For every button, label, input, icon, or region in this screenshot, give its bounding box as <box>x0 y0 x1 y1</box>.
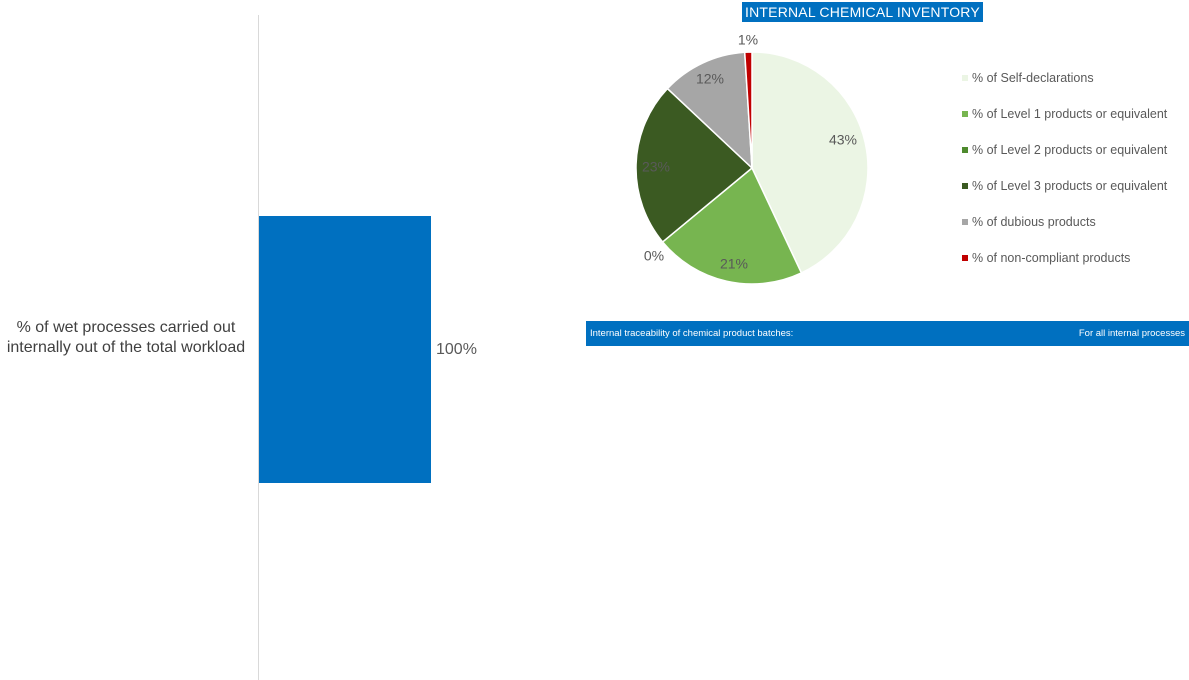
bar-chart-axis <box>258 15 259 680</box>
legend-swatch <box>962 147 968 153</box>
pie-chart-title: INTERNAL CHEMICAL INVENTORY <box>742 2 983 22</box>
pie-slice <box>751 51 869 274</box>
legend-swatch <box>962 219 968 225</box>
pie-slice-label: 21% <box>720 256 748 272</box>
pie-slice <box>661 166 803 285</box>
pie-slice-label: 1% <box>738 32 758 48</box>
legend-label: % of Level 2 products or equivalent <box>972 143 1168 157</box>
pie-slice <box>743 51 753 169</box>
legend-swatch <box>962 75 968 81</box>
legend-label: % of non-compliant products <box>972 251 1131 265</box>
pie-slice-label: 23% <box>642 159 670 175</box>
traceability-row: Internal traceability of chemical produc… <box>586 321 1189 346</box>
pie-slice <box>635 87 754 243</box>
legend-swatch <box>962 255 968 261</box>
pie-slice-label: 12% <box>696 71 724 87</box>
legend-swatch <box>962 183 968 189</box>
pie-slice-label: 43% <box>829 132 857 148</box>
traceability-value: For all internal processes <box>1078 328 1185 339</box>
traceability-label: Internal traceability of chemical produc… <box>590 328 794 339</box>
legend-label: % of Self-declarations <box>972 71 1094 85</box>
pie-slice-label: 0% <box>644 248 664 264</box>
legend-label: % of dubious products <box>972 215 1096 229</box>
pie-slice <box>666 51 753 170</box>
bar-category-label: % of wet processes carried out internall… <box>6 319 246 356</box>
bar-data-label: 100% <box>436 340 477 358</box>
legend-swatch <box>962 111 968 117</box>
bar-wet-processes <box>259 216 431 483</box>
legend-label: % of Level 3 products or equivalent <box>972 179 1168 193</box>
legend-label: % of Level 1 products or equivalent <box>972 107 1168 121</box>
